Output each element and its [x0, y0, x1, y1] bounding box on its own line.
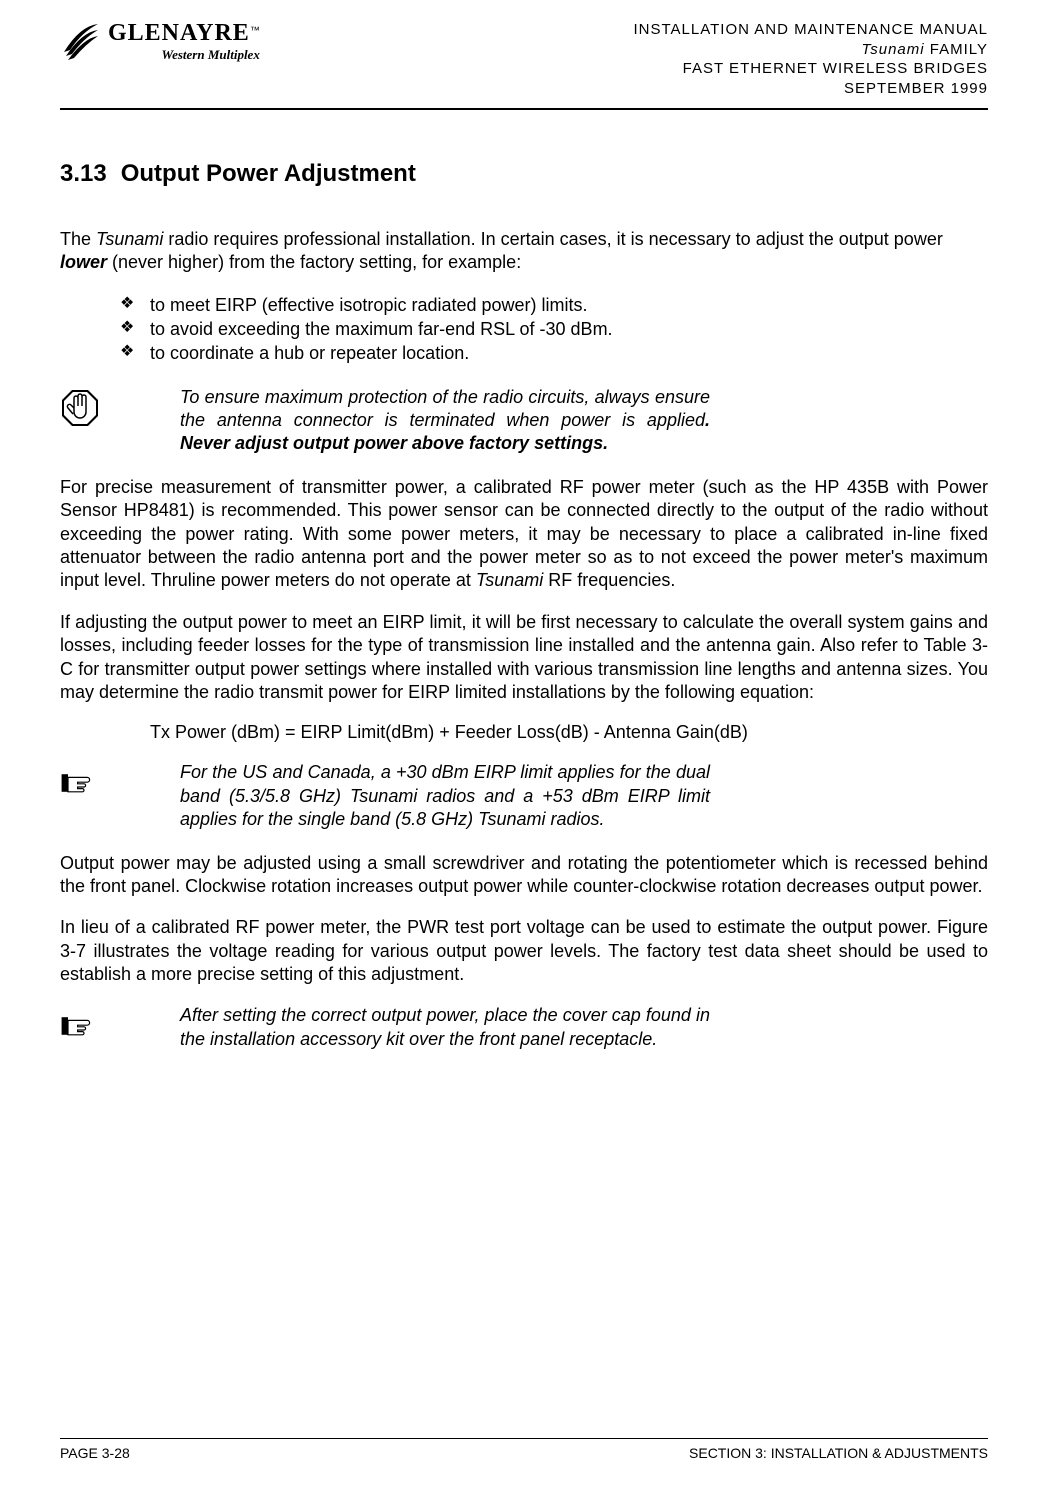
pointing-hand-icon: [60, 763, 100, 803]
paragraph-4: In lieu of a calibrated RF power meter, …: [60, 916, 988, 986]
meta-line4: SEPTEMBER 1999: [634, 79, 989, 99]
footer: PAGE 3-28 SECTION 3: INSTALLATION & ADJU…: [60, 1438, 988, 1461]
paragraph-1: For precise measurement of transmitter p…: [60, 476, 988, 593]
note1-text: For the US and Canada, a +30 dBm EIRP li…: [180, 761, 710, 831]
warning-body: To ensure maximum protection of the radi…: [180, 387, 710, 430]
logo-block: GLENAYRE™ Western Multiplex: [60, 20, 260, 63]
section-title-text: Output Power Adjustment: [121, 160, 416, 188]
logo-main: GLENAYRE™: [108, 20, 260, 47]
intro-lower: lower: [60, 252, 107, 272]
intro-mid: radio requires professional installation…: [163, 229, 942, 249]
header: GLENAYRE™ Western Multiplex INSTALLATION…: [60, 20, 988, 98]
meta-line2-italic: Tsunami: [861, 41, 924, 58]
note-2: After setting the correct output power, …: [60, 1004, 988, 1051]
logo-sub: Western Multiplex: [108, 47, 260, 63]
header-meta: INSTALLATION AND MAINTENANCE MANUAL Tsun…: [634, 20, 989, 98]
company-logo-icon: [60, 20, 100, 60]
intro-post: (never higher) from the factory setting,…: [107, 252, 521, 272]
logo-main-text: GLENAYRE: [108, 20, 250, 46]
equation: Tx Power (dBm) = EIRP Limit(dBm) + Feede…: [150, 722, 988, 743]
meta-line1: INSTALLATION AND MAINTENANCE MANUAL: [634, 20, 989, 40]
para1-post: RF frequencies.: [543, 570, 675, 590]
paragraph-3: Output power may be adjusted using a sma…: [60, 852, 988, 899]
list-item: to coordinate a hub or repeater location…: [120, 341, 988, 365]
stop-hand-icon: [60, 388, 100, 428]
pointing-hand-icon: [60, 1006, 100, 1046]
meta-line3: FAST ETHERNET WIRELESS BRIDGES: [634, 59, 989, 79]
meta-line2-rest: FAMILY: [925, 41, 988, 58]
list-item: to meet EIRP (effective isotropic radiat…: [120, 293, 988, 317]
warning-text: To ensure maximum protection of the radi…: [180, 386, 710, 456]
meta-line2: Tsunami FAMILY: [634, 40, 989, 60]
list-item: to avoid exceeding the maximum far-end R…: [120, 317, 988, 341]
intro-pre: The: [60, 229, 96, 249]
page: GLENAYRE™ Western Multiplex INSTALLATION…: [0, 0, 1048, 1491]
footer-left: PAGE 3-28: [60, 1445, 130, 1461]
section-number: 3.13: [60, 160, 107, 188]
header-rule: [60, 108, 988, 110]
logo-text: GLENAYRE™ Western Multiplex: [108, 20, 260, 63]
intro-paragraph: The Tsunami radio requires professional …: [60, 228, 988, 275]
footer-right: SECTION 3: INSTALLATION & ADJUSTMENTS: [689, 1445, 988, 1461]
para1-product: Tsunami: [476, 570, 543, 590]
warning-note: To ensure maximum protection of the radi…: [60, 386, 988, 456]
paragraph-2: If adjusting the output power to meet an…: [60, 611, 988, 705]
section-title: 3.13 Output Power Adjustment: [60, 160, 988, 188]
intro-product: Tsunami: [96, 229, 163, 249]
note-1: For the US and Canada, a +30 dBm EIRP li…: [60, 761, 988, 831]
note2-text: After setting the correct output power, …: [180, 1004, 710, 1051]
logo-tm: ™: [250, 26, 260, 37]
bullet-list: to meet EIRP (effective isotropic radiat…: [120, 293, 988, 366]
